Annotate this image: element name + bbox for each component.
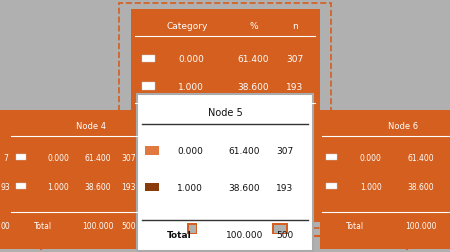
Bar — [189, 226, 196, 233]
Bar — [142, 83, 155, 91]
Text: 500: 500 — [121, 221, 136, 230]
Text: 307: 307 — [276, 147, 293, 156]
Bar — [145, 147, 159, 155]
Text: Total: Total — [346, 221, 364, 230]
Text: 61.400: 61.400 — [229, 147, 260, 156]
Text: 61.400: 61.400 — [85, 153, 111, 162]
Text: 38.600: 38.600 — [407, 182, 434, 191]
Text: %: % — [249, 22, 258, 31]
Bar — [272, 223, 288, 234]
Text: Node 6: Node 6 — [388, 121, 418, 131]
Text: Category: Category — [166, 22, 208, 31]
Text: 7: 7 — [3, 153, 8, 162]
Text: Total: Total — [35, 221, 53, 230]
Text: Node 4: Node 4 — [76, 121, 106, 131]
Text: 93: 93 — [0, 182, 10, 191]
Bar — [137, 94, 313, 251]
Text: 0.000: 0.000 — [47, 153, 69, 162]
Text: 307: 307 — [286, 55, 304, 64]
Bar — [0, 111, 11, 249]
Text: 100.000: 100.000 — [82, 221, 114, 230]
Bar — [145, 183, 159, 192]
Text: 500: 500 — [286, 114, 304, 123]
Bar — [16, 183, 26, 190]
Bar — [142, 55, 155, 63]
Text: 0.000: 0.000 — [177, 147, 203, 156]
Text: n: n — [292, 22, 298, 31]
Bar — [0, 111, 10, 249]
Text: 61.400: 61.400 — [407, 153, 434, 162]
Bar — [9, 111, 142, 249]
Text: Total: Total — [165, 114, 190, 123]
Bar — [16, 154, 26, 160]
Text: 100.000: 100.000 — [405, 221, 436, 230]
Bar — [119, 4, 331, 228]
Bar — [326, 154, 337, 160]
Text: 100.000: 100.000 — [225, 230, 263, 239]
Text: 61.400: 61.400 — [238, 55, 269, 64]
Bar — [326, 183, 337, 190]
Bar — [130, 10, 320, 222]
Text: 00: 00 — [1, 221, 11, 230]
Text: 500: 500 — [276, 230, 293, 239]
Text: 307: 307 — [121, 153, 136, 162]
Text: 38.600: 38.600 — [85, 182, 111, 191]
Text: 1.000: 1.000 — [360, 182, 382, 191]
Text: 1.000: 1.000 — [177, 183, 203, 192]
Bar — [320, 111, 450, 249]
Text: 193: 193 — [286, 82, 304, 91]
Text: 193: 193 — [276, 183, 293, 192]
Text: 100.000: 100.000 — [234, 114, 272, 123]
Bar — [187, 223, 197, 234]
Text: 38.600: 38.600 — [229, 183, 260, 192]
Text: 0.000: 0.000 — [360, 153, 382, 162]
Text: 0.000: 0.000 — [178, 55, 204, 64]
Text: Node 5: Node 5 — [207, 107, 243, 117]
Text: 1.000: 1.000 — [178, 82, 204, 91]
Bar — [274, 226, 286, 233]
Text: 1.000: 1.000 — [47, 182, 69, 191]
Text: Total: Total — [167, 230, 192, 239]
Text: 38.600: 38.600 — [238, 82, 269, 91]
Text: 193: 193 — [121, 182, 136, 191]
